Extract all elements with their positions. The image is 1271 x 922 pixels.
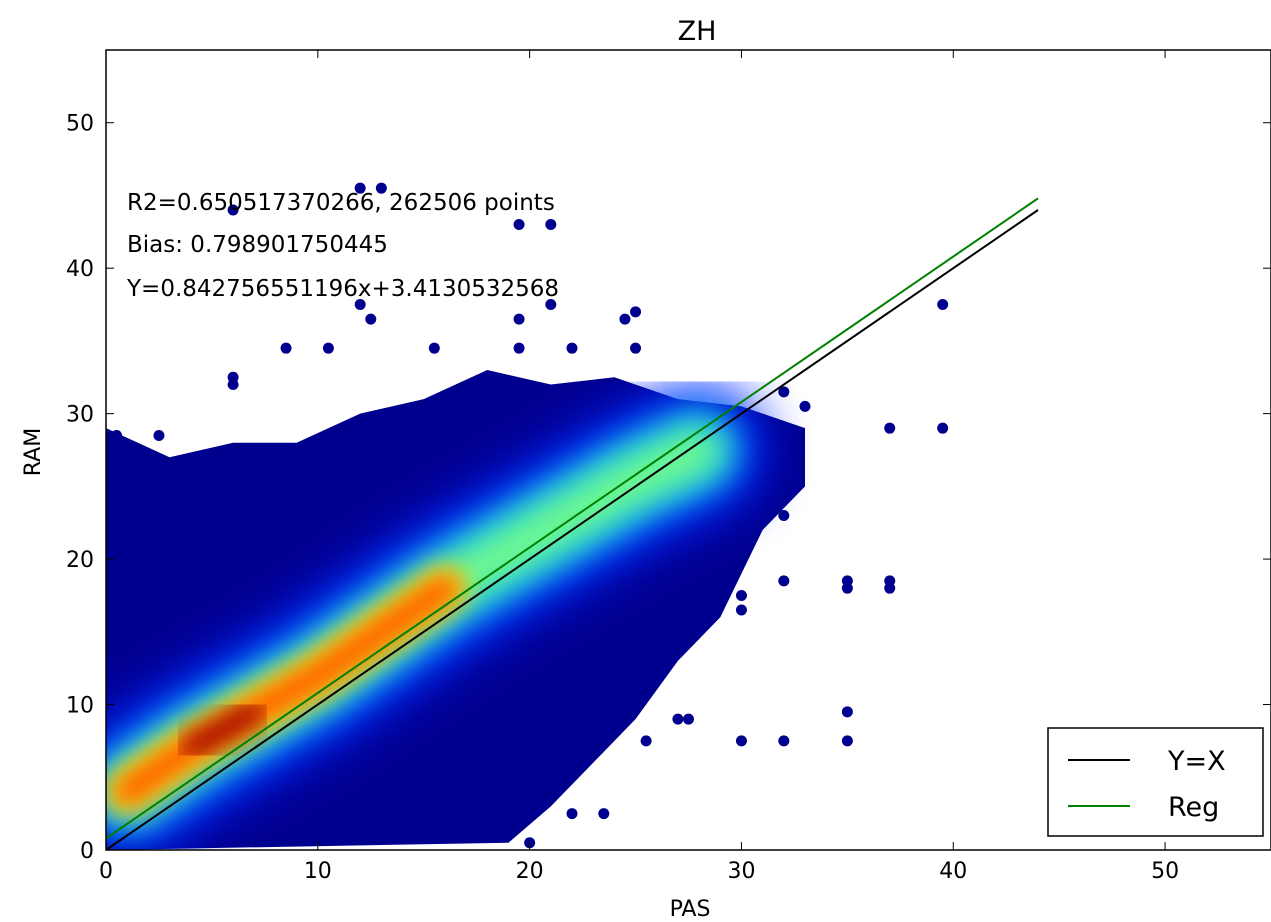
plot-area	[106, 182, 1039, 850]
y-tick-label: 40	[66, 257, 94, 282]
scatter-point	[513, 219, 525, 231]
x-tick-label: 50	[1151, 859, 1179, 884]
x-tick-label: 0	[99, 859, 113, 884]
y-axis: 0 10 20 30 40 50	[66, 112, 1271, 864]
scatter-point	[937, 422, 949, 434]
y-tick-label: 20	[66, 548, 94, 573]
scatter-point	[566, 342, 578, 354]
x-tick-label: 20	[516, 859, 544, 884]
scatter-point	[153, 429, 165, 441]
scatter-point	[884, 422, 896, 434]
scatter-point	[841, 582, 853, 594]
legend-label-yx: Y=X	[1167, 746, 1226, 777]
scatter-point	[322, 342, 334, 354]
stats-annotation: R2=0.650517370266, 262506 points Bias: 0…	[126, 190, 559, 302]
scatter-point	[598, 808, 610, 820]
scatter-point	[513, 342, 525, 354]
scatter-point	[937, 299, 949, 311]
outlier-points	[111, 182, 949, 849]
scatter-point	[799, 400, 811, 412]
scatter-point	[735, 735, 747, 747]
scatter-point	[280, 342, 292, 354]
scatter-point	[545, 299, 557, 311]
y-tick-label: 10	[66, 694, 94, 719]
series-line-y-x	[106, 209, 1039, 850]
scatter-point	[630, 306, 642, 318]
scatter-point	[778, 575, 790, 587]
x-tick-label: 10	[304, 859, 332, 884]
scatter-point	[778, 386, 790, 398]
scatter-point	[428, 342, 440, 354]
x-tick-label: 40	[939, 859, 967, 884]
r2-annotation: R2=0.650517370266, 262506 points	[127, 190, 555, 216]
scatter-point	[841, 706, 853, 718]
legend-box	[1047, 727, 1264, 837]
chart-title: ZH	[678, 16, 717, 47]
scatter-point	[566, 808, 578, 820]
series-line-reg	[106, 197, 1039, 840]
scatter-point	[884, 582, 896, 594]
scatter-point	[513, 313, 525, 325]
scatter-point	[375, 182, 387, 194]
y-tick-label: 30	[66, 403, 94, 428]
scatter-point	[778, 735, 790, 747]
density-core-orange	[113, 574, 459, 806]
scatter-point	[630, 342, 642, 354]
x-tick-label: 30	[727, 859, 755, 884]
scatter-point	[545, 219, 557, 231]
regression-annotation: Y=0.842756551196x+3.4130532568	[126, 276, 559, 302]
scatter-point	[640, 735, 652, 747]
legend: Y=X Reg	[1047, 727, 1264, 837]
reference-lines	[106, 197, 1039, 850]
y-tick-label: 0	[80, 839, 94, 864]
y-axis-label: RAM	[21, 428, 46, 476]
scatter-point	[354, 182, 366, 194]
scatter-point	[841, 735, 853, 747]
scatter-point	[111, 437, 123, 449]
x-axis-label: PAS	[670, 897, 711, 922]
scatter-point	[121, 466, 133, 478]
scatter-point	[672, 713, 684, 725]
y-tick-label: 50	[66, 112, 94, 137]
bias-annotation: Bias: 0.798901750445	[127, 232, 388, 258]
legend-label-reg: Reg	[1168, 792, 1219, 823]
scatter-point	[132, 466, 144, 478]
density-core-peak	[179, 700, 266, 760]
scatter-point	[683, 713, 694, 725]
scatter-point	[778, 509, 790, 521]
x-axis: 0 10 20 30 40 50	[99, 50, 1179, 884]
plot-frame	[105, 49, 1271, 851]
scatter-point	[227, 379, 239, 391]
scatter-point	[354, 299, 366, 311]
scatter-point	[111, 488, 123, 500]
scatter-point	[735, 604, 747, 616]
scatter-point	[365, 313, 377, 325]
scatter-point	[735, 589, 747, 601]
scatter-point	[619, 313, 631, 325]
scatter-point	[227, 204, 239, 216]
